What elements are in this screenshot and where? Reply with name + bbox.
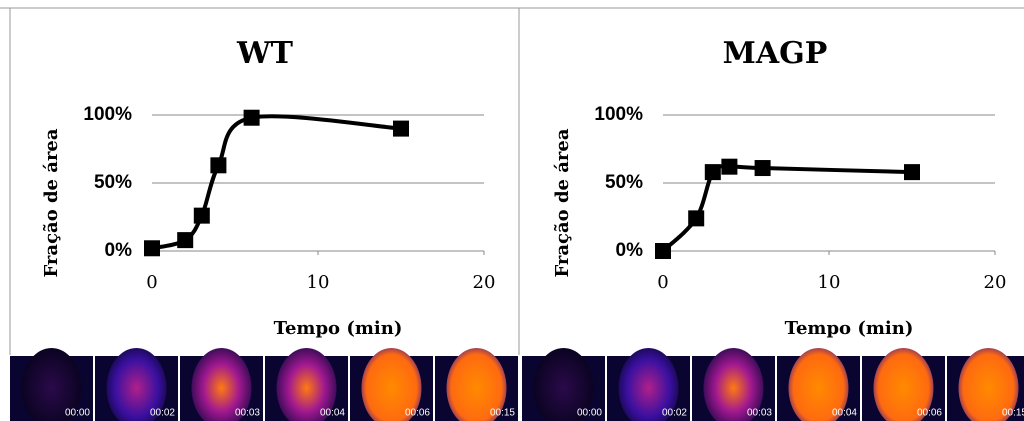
timestamp: 00:00 <box>577 408 602 419</box>
timestamp: 00:15 <box>1002 408 1024 419</box>
data-line <box>152 116 401 248</box>
y-tick-label: 50% <box>94 172 132 193</box>
x-axis-label: Tempo (min) <box>785 318 914 339</box>
data-point <box>655 243 671 259</box>
x-tick-label: 10 <box>818 272 841 293</box>
data-point <box>688 210 704 226</box>
timestamp: 00:03 <box>235 408 260 419</box>
x-tick-label: 10 <box>307 272 330 293</box>
data-point <box>144 240 160 256</box>
y-tick-label: 100% <box>83 104 132 125</box>
data-point <box>755 160 771 176</box>
chart-title: WT <box>236 36 294 71</box>
timestamp: 00:02 <box>150 408 175 419</box>
data-point <box>721 159 737 175</box>
timestamp: 00:03 <box>747 408 772 419</box>
y-axis-label: Fração de área <box>41 128 62 277</box>
y-tick-label: 0% <box>105 240 133 261</box>
timestamp: 00:06 <box>917 408 942 419</box>
timestamp: 00:02 <box>662 408 687 419</box>
x-tick-label: 0 <box>146 272 157 293</box>
y-tick-label: 50% <box>605 172 643 193</box>
figure: WT0%50%100%01020Tempo (min)Fração de áre… <box>0 0 1024 421</box>
data-point <box>194 208 210 224</box>
chart-title: MAGP <box>723 36 828 71</box>
timestamp: 00:15 <box>490 408 515 419</box>
timestamp: 00:00 <box>65 408 90 419</box>
y-tick-label: 0% <box>616 240 644 261</box>
x-tick-label: 20 <box>984 272 1007 293</box>
x-tick-label: 0 <box>657 272 668 293</box>
x-tick-label: 20 <box>473 272 496 293</box>
timestamp: 00:06 <box>405 408 430 419</box>
data-point <box>705 164 721 180</box>
data-point <box>244 110 260 126</box>
data-point <box>393 121 409 137</box>
timestamp: 00:04 <box>832 408 857 419</box>
data-point <box>904 164 920 180</box>
x-axis-label: Tempo (min) <box>274 318 403 339</box>
data-line <box>663 166 912 251</box>
timestamp: 00:04 <box>320 408 345 419</box>
y-tick-label: 100% <box>594 104 643 125</box>
y-axis-label: Fração de área <box>552 128 573 277</box>
data-point <box>210 157 226 173</box>
data-point <box>177 232 193 248</box>
